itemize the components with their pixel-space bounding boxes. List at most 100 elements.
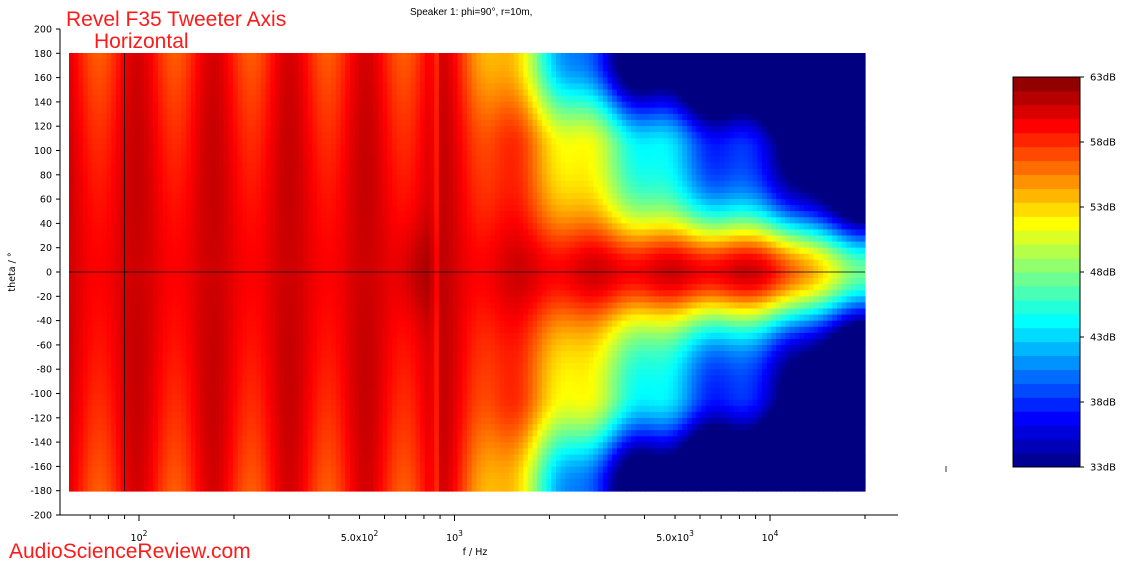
heatmap-cell xyxy=(303,284,308,291)
heatmap-cell xyxy=(345,175,350,182)
heatmap-cell xyxy=(97,169,102,176)
heatmap-cell xyxy=(205,400,210,407)
heatmap-cell xyxy=(102,436,107,443)
heatmap-cell xyxy=(364,479,369,486)
heatmap-cell xyxy=(102,205,107,212)
heatmap-cell xyxy=(83,479,88,486)
heatmap-cell xyxy=(355,193,360,200)
heatmap-cell xyxy=(97,254,102,261)
heatmap-cell xyxy=(373,278,378,285)
heatmap-cell xyxy=(355,272,360,279)
heatmap-cell xyxy=(116,455,121,462)
heatmap-cell xyxy=(111,254,116,261)
heatmap-cell xyxy=(121,126,126,133)
heatmap-cell xyxy=(224,71,229,78)
heatmap-cell xyxy=(256,321,261,328)
heatmap-cell xyxy=(125,448,130,455)
heatmap-cell xyxy=(167,284,172,291)
heatmap-cell xyxy=(153,242,158,249)
heatmap-cell xyxy=(149,473,154,480)
heatmap-cell xyxy=(224,369,229,376)
heatmap-cell xyxy=(74,369,79,376)
heatmap-cell xyxy=(172,412,177,419)
heatmap-cell xyxy=(331,114,336,121)
heatmap-cell xyxy=(270,430,275,437)
heatmap-cell xyxy=(331,211,336,218)
heatmap-cell xyxy=(317,126,322,133)
heatmap-cell xyxy=(238,211,243,218)
heatmap-cell xyxy=(191,114,196,121)
heatmap-cell xyxy=(359,363,364,370)
heatmap-cell xyxy=(373,448,378,455)
heatmap-cell xyxy=(266,345,271,352)
heatmap-cell xyxy=(387,442,392,449)
heatmap-cell xyxy=(266,53,271,60)
heatmap-cell xyxy=(153,266,158,273)
heatmap-cell xyxy=(289,424,294,431)
heatmap-cell xyxy=(163,424,168,431)
heatmap-cell xyxy=(177,205,182,212)
heatmap-cell xyxy=(158,169,163,176)
heatmap-cell xyxy=(116,473,121,480)
heatmap-cell xyxy=(102,363,107,370)
heatmap-cell xyxy=(130,345,135,352)
heatmap-cell xyxy=(116,217,121,224)
heatmap-cell xyxy=(233,278,238,285)
heatmap-cell xyxy=(83,272,88,279)
heatmap-cell xyxy=(106,96,111,103)
heatmap-cell xyxy=(214,254,219,261)
heatmap-cell xyxy=(149,163,154,170)
heatmap-cell xyxy=(106,339,111,346)
heatmap-cell xyxy=(364,351,369,358)
heatmap-cell xyxy=(317,394,322,401)
heatmap-cell xyxy=(205,193,210,200)
heatmap-cell xyxy=(186,485,191,492)
heatmap-cell xyxy=(238,442,243,449)
heatmap-cell xyxy=(186,363,191,370)
heatmap-cell xyxy=(78,138,83,145)
heatmap-cell xyxy=(298,217,303,224)
heatmap-cell xyxy=(209,321,214,328)
heatmap-cell xyxy=(270,321,275,328)
heatmap-cell xyxy=(336,290,341,297)
heatmap-cell xyxy=(78,424,83,431)
heatmap-cell xyxy=(219,163,224,170)
heatmap-cell xyxy=(364,187,369,194)
heatmap-cell xyxy=(102,296,107,303)
heatmap-cell xyxy=(200,467,205,474)
heatmap-cell xyxy=(284,169,289,176)
heatmap-cell xyxy=(149,394,154,401)
heatmap-cell xyxy=(106,156,111,163)
heatmap-cell xyxy=(387,65,392,72)
heatmap-cell xyxy=(191,315,196,322)
heatmap-cell xyxy=(228,339,233,346)
heatmap-cell xyxy=(167,357,172,364)
heatmap-cell xyxy=(153,169,158,176)
heatmap-cell xyxy=(256,193,261,200)
heatmap-cell xyxy=(88,394,93,401)
heatmap-cell xyxy=(228,169,233,176)
heatmap-cell xyxy=(88,211,93,218)
heatmap-cell xyxy=(233,302,238,309)
heatmap-cell xyxy=(228,217,233,224)
heatmap-cell xyxy=(266,315,271,322)
heatmap-cell xyxy=(102,120,107,127)
heatmap-cell xyxy=(387,163,392,170)
heatmap-cell xyxy=(233,254,238,261)
heatmap-cell xyxy=(317,83,322,90)
heatmap-cell xyxy=(308,114,313,121)
heatmap-cell xyxy=(289,357,294,364)
heatmap-cell xyxy=(167,126,172,133)
heatmap-cell xyxy=(289,150,294,157)
heatmap-cell xyxy=(238,400,243,407)
heatmap-cell xyxy=(355,388,360,395)
heatmap-cell xyxy=(83,394,88,401)
heatmap-cell xyxy=(350,126,355,133)
heatmap-cell xyxy=(149,96,154,103)
heatmap-cell xyxy=(200,53,205,60)
heatmap-cell xyxy=(312,418,317,425)
heatmap-cell xyxy=(205,199,210,206)
heatmap-cell xyxy=(97,388,102,395)
heatmap-cell xyxy=(92,394,97,401)
heatmap-cell xyxy=(139,461,144,468)
